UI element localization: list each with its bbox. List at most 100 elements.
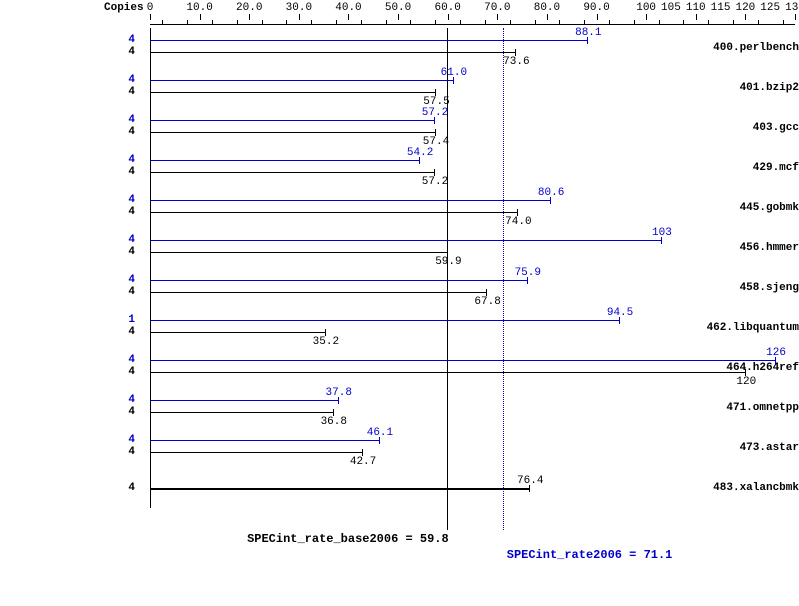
benchmark-name: 471.omnetpp <box>698 402 799 414</box>
x-tick-label: 90.0 <box>583 2 609 14</box>
base-bar <box>150 172 434 173</box>
copies-value: 4 <box>105 394 135 406</box>
peak-bar <box>150 200 550 201</box>
peak-value: 94.5 <box>607 307 633 319</box>
x-tick-label: 40.0 <box>335 2 361 14</box>
peak-value: 54.2 <box>407 147 433 159</box>
x-tick-label: 105 <box>661 2 681 14</box>
benchmark-row: 429.mcf454.2457.2 <box>0 148 799 188</box>
base-bar <box>150 292 486 293</box>
copies-value: 4 <box>105 194 135 206</box>
copies-value: 4 <box>105 366 135 378</box>
spec-chart: Copies 010.020.030.040.050.060.070.080.0… <box>0 0 799 606</box>
copies-value: 4 <box>105 126 135 138</box>
copies-value: 4 <box>105 114 135 126</box>
peak-value: 46.1 <box>367 427 393 439</box>
benchmark-name: 403.gcc <box>698 122 799 134</box>
x-tick-label: 60.0 <box>434 2 460 14</box>
base-bar <box>150 252 447 253</box>
peak-value: 57.2 <box>422 107 448 119</box>
peak-bar <box>150 440 379 441</box>
benchmark-row: 403.gcc457.2457.4 <box>0 108 799 148</box>
peak-bar <box>150 120 434 121</box>
peak-value: 37.8 <box>326 387 352 399</box>
peak-bar <box>150 40 587 41</box>
base-bar <box>150 452 362 453</box>
base-value: 120 <box>736 376 756 388</box>
copies-value: 4 <box>105 166 135 178</box>
base-value: 57.2 <box>422 176 448 188</box>
benchmark-row: 471.omnetpp 4 37.8 4 36.8 <box>0 388 799 428</box>
benchmark-name: 445.gobmk <box>698 202 799 214</box>
benchmark-row: 473.astar446.1442.7 <box>0 428 799 468</box>
base-bar <box>150 92 435 93</box>
x-tick-label: 10.0 <box>186 2 212 14</box>
peak-bar <box>150 360 775 361</box>
copies-value: 4 <box>105 446 135 458</box>
peak-value: 80.6 <box>538 187 564 199</box>
base-value: 74.0 <box>505 216 531 228</box>
peak-bar <box>150 488 529 490</box>
x-tick-label: 80.0 <box>534 2 560 14</box>
peak-bar <box>150 80 453 81</box>
summary-label: SPECint_rate_base2006 = 59.8 <box>247 532 449 546</box>
x-tick-label: 120 <box>735 2 755 14</box>
peak-value: 88.1 <box>575 27 601 39</box>
copies-value: 4 <box>105 46 135 58</box>
x-tick-label: 30.0 <box>286 2 312 14</box>
peak-value: 75.9 <box>515 267 541 279</box>
copies-value: 4 <box>105 86 135 98</box>
copies-value: 4 <box>105 74 135 86</box>
benchmark-name: 401.bzip2 <box>698 82 799 94</box>
base-bar <box>150 372 745 373</box>
benchmark-name: 456.hmmer <box>698 242 799 254</box>
copies-value: 4 <box>105 274 135 286</box>
benchmark-row: 458.sjeng 4 75.9 4 67.8 <box>0 268 799 308</box>
benchmark-row: 464.h264ref41264120 <box>0 348 799 388</box>
copies-value: 4 <box>105 34 135 46</box>
base-bar <box>150 132 435 133</box>
copies-value: 4 <box>105 234 135 246</box>
base-bar <box>150 52 515 53</box>
x-tick-label: 130 <box>785 2 799 14</box>
benchmark-name: 483.xalancbmk <box>698 482 799 494</box>
peak-bar <box>150 240 661 241</box>
copies-value: 4 <box>105 406 135 418</box>
copies-value: 4 <box>105 326 135 338</box>
x-tick-label: 50.0 <box>385 2 411 14</box>
copies-value: 4 <box>105 286 135 298</box>
x-tick-label: 125 <box>760 2 780 14</box>
benchmark-name: 429.mcf <box>698 162 799 174</box>
copies-value: 4 <box>105 206 135 218</box>
benchmark-row: 401.bzip2461.0457.5 <box>0 68 799 108</box>
base-value: 73.6 <box>503 56 529 68</box>
x-tick-label: 110 <box>686 2 706 14</box>
benchmark-row: 483.xalancbmk 4 76.4 <box>0 468 799 508</box>
benchmark-name: 400.perlbench <box>698 42 799 54</box>
copies-value: 4 <box>105 482 135 494</box>
peak-bar <box>150 280 527 281</box>
peak-bar <box>150 320 619 321</box>
x-tick-label: 115 <box>711 2 731 14</box>
benchmark-name: 462.libquantum <box>698 322 799 334</box>
benchmark-row: 400.perlbench 4 88.1 4 73.6 <box>0 28 799 68</box>
base-bar <box>150 412 333 413</box>
benchmark-name: 458.sjeng <box>698 282 799 294</box>
base-value: 35.2 <box>313 336 339 348</box>
base-value: 42.7 <box>350 456 376 468</box>
x-tick-label: 100 <box>636 2 656 14</box>
x-tick-label: 70.0 <box>484 2 510 14</box>
base-value: 67.8 <box>474 296 500 308</box>
benchmark-row: 445.gobmk 4 80.6 4 74.0 <box>0 188 799 228</box>
benchmark-row: 456.hmmer4103459.9 <box>0 228 799 268</box>
benchmark-name: 473.astar <box>698 442 799 454</box>
base-value: 36.8 <box>321 416 347 428</box>
copies-value: 4 <box>105 354 135 366</box>
base-bar <box>150 332 325 333</box>
x-tick-label: 0 <box>147 2 154 14</box>
peak-value: 76.4 <box>517 475 543 487</box>
copies-value: 1 <box>105 314 135 326</box>
copies-value: 4 <box>105 246 135 258</box>
base-bar <box>150 212 517 213</box>
peak-value: 61.0 <box>441 67 467 79</box>
